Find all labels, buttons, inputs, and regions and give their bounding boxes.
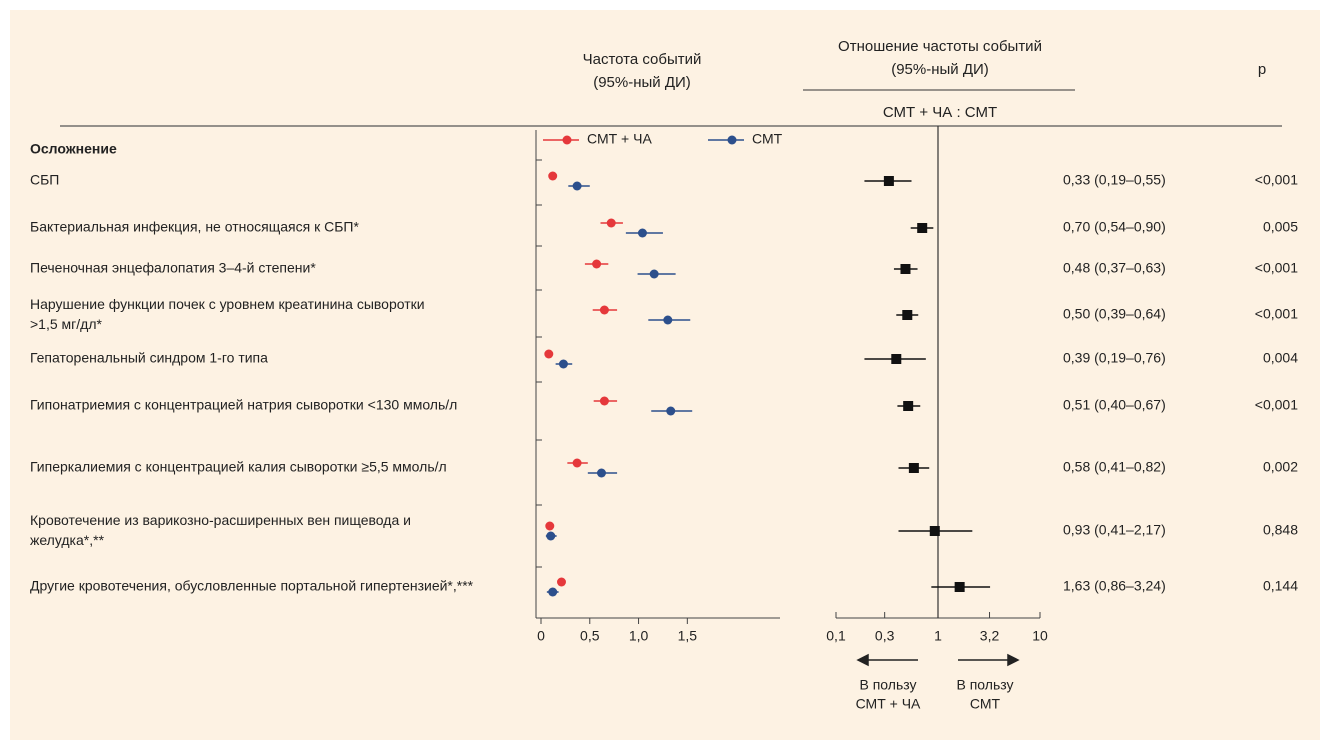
legend-dot xyxy=(727,135,737,145)
point xyxy=(902,310,913,320)
row-label: Нарушение функции почек с уровнем креати… xyxy=(30,296,425,332)
p-value: <0,001 xyxy=(1255,397,1298,413)
left-axis xyxy=(535,130,542,618)
x-tick-label: 0 xyxy=(537,628,545,644)
rates-subtitle: (95%-ный ДИ) xyxy=(593,74,691,91)
x-tick-label: 10 xyxy=(1032,628,1048,644)
x-tick-label: 0,1 xyxy=(826,628,846,644)
p-title: p xyxy=(1258,61,1266,78)
p-value: 0,848 xyxy=(1263,522,1298,538)
point xyxy=(883,176,894,186)
value-label: 0,33 (0,19–0,55) xyxy=(1063,172,1166,188)
rows-header: Осложнение xyxy=(30,141,117,157)
point xyxy=(599,305,609,315)
p-value: <0,001 xyxy=(1255,260,1298,276)
point xyxy=(545,521,555,531)
point xyxy=(548,587,558,597)
p-value: 0,005 xyxy=(1263,219,1298,235)
row-label: Кровотечение из варикозно-расширенных ве… xyxy=(30,512,411,548)
row-label: Гипонатриемия с концентрацией натрия сыв… xyxy=(30,397,457,413)
value-label: 0,50 (0,39–0,64) xyxy=(1063,306,1166,322)
point xyxy=(637,228,647,238)
point xyxy=(596,468,606,478)
point xyxy=(572,458,582,468)
direction-arrows xyxy=(856,653,1020,667)
value-label: 0,70 (0,54–0,90) xyxy=(1063,219,1166,235)
annotation: В пользу СМТ xyxy=(956,676,1013,711)
value-label: 0,51 (0,40–0,67) xyxy=(1063,397,1166,413)
point xyxy=(558,359,568,369)
background xyxy=(10,10,1320,740)
row-label: СБП xyxy=(30,172,59,188)
point xyxy=(663,315,673,325)
row-label: Гиперкалиемия с концентрацией калия сыво… xyxy=(30,459,447,475)
row-label: Другие кровотечения, обусловленные порта… xyxy=(30,578,474,594)
x-tick-label: 1 xyxy=(934,628,942,644)
value-label: 0,58 (0,41–0,82) xyxy=(1063,459,1166,475)
x-tick-label: 1,5 xyxy=(678,628,698,644)
point xyxy=(903,401,914,411)
value-label: 0,39 (0,19–0,76) xyxy=(1063,350,1166,366)
legend-label: СМТ xyxy=(752,131,783,147)
point xyxy=(599,396,609,406)
legend-label: СМТ + ЧА xyxy=(587,131,652,147)
x-tick-label: 3,2 xyxy=(980,628,1000,644)
point xyxy=(954,582,965,592)
x-tick-label: 0,3 xyxy=(875,628,895,644)
p-value: <0,001 xyxy=(1255,172,1298,188)
point xyxy=(546,531,556,541)
point xyxy=(929,526,940,536)
value-label: 0,48 (0,37–0,63) xyxy=(1063,260,1166,276)
p-value: 0,002 xyxy=(1263,459,1298,475)
point xyxy=(556,577,566,587)
point xyxy=(649,269,659,279)
point xyxy=(917,223,928,233)
row-label: Печеночная энцефалопатия 3–4-й степени* xyxy=(30,260,316,276)
point xyxy=(548,171,558,181)
x-tick-label: 0,5 xyxy=(580,628,600,644)
point xyxy=(891,354,902,364)
point xyxy=(606,218,616,228)
value-label: 1,63 (0,86–3,24) xyxy=(1063,578,1166,594)
row-label: Бактериальная инфекция, не относящаяся к… xyxy=(30,219,359,235)
point xyxy=(900,264,911,274)
ratio-title: Отношение частоты событий xyxy=(838,38,1042,55)
annotation: В пользу СМТ + ЧА xyxy=(856,676,921,711)
value-label: 0,93 (0,41–2,17) xyxy=(1063,522,1166,538)
point xyxy=(592,259,602,269)
p-value: 0,144 xyxy=(1263,578,1298,594)
legend-dot xyxy=(562,135,572,145)
p-value: 0,004 xyxy=(1263,350,1298,366)
point xyxy=(572,181,582,191)
ratio-xlabel: СМТ + ЧА : СМТ xyxy=(883,104,997,121)
rates-title: Частота событий xyxy=(583,51,702,68)
x-tick-label: 1,0 xyxy=(629,628,649,644)
p-value: <0,001 xyxy=(1255,306,1298,322)
point xyxy=(544,349,554,359)
point xyxy=(666,406,676,416)
ratio-subtitle: (95%-ный ДИ) xyxy=(891,61,989,78)
point xyxy=(908,463,919,473)
row-label: Гепаторенальный синдром 1-го типа xyxy=(30,350,268,366)
